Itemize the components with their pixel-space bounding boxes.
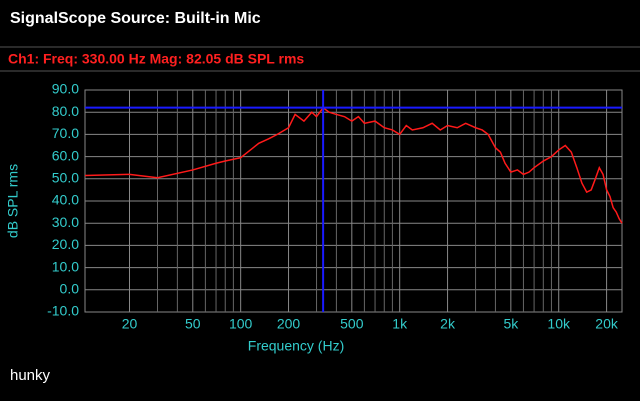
y-tick-label: 20.0 <box>52 236 79 252</box>
y-tick-label: 10.0 <box>52 258 79 274</box>
x-axis-label: Frequency (Hz) <box>248 338 344 354</box>
x-tick-label: 10k <box>547 316 571 332</box>
x-tick-label: 20k <box>595 316 619 332</box>
x-tick-label: 2k <box>440 316 456 332</box>
y-axis-label: dB SPL rms <box>5 164 21 238</box>
y-tick-label: 30.0 <box>52 214 79 230</box>
status-line: Ch1: Freq: 330.00 Hz Mag: 82.05 dB SPL r… <box>8 51 304 67</box>
y-tick-label: 80.0 <box>52 103 79 119</box>
x-tick-label: 1k <box>392 316 408 332</box>
y-tick-label: 90.0 <box>52 81 79 97</box>
x-tick-label: 200 <box>277 316 301 332</box>
y-tick-label: 0.0 <box>60 281 80 297</box>
response-line <box>84 106 623 224</box>
y-tick-label: 40.0 <box>52 192 79 208</box>
x-tick-label: 500 <box>340 316 364 332</box>
y-tick-label: 50.0 <box>52 170 79 186</box>
title: SignalScope Source: Built-in Mic <box>10 10 261 27</box>
y-tick-label: -10.0 <box>47 303 79 319</box>
footer-label: hunky <box>10 367 51 384</box>
y-tick-label: 70.0 <box>52 125 79 141</box>
x-tick-label: 50 <box>185 316 201 332</box>
x-tick-label: 5k <box>503 316 519 332</box>
x-tick-label: 20 <box>122 316 138 332</box>
y-tick-label: 60.0 <box>52 147 79 163</box>
x-tick-label: 100 <box>229 316 253 332</box>
